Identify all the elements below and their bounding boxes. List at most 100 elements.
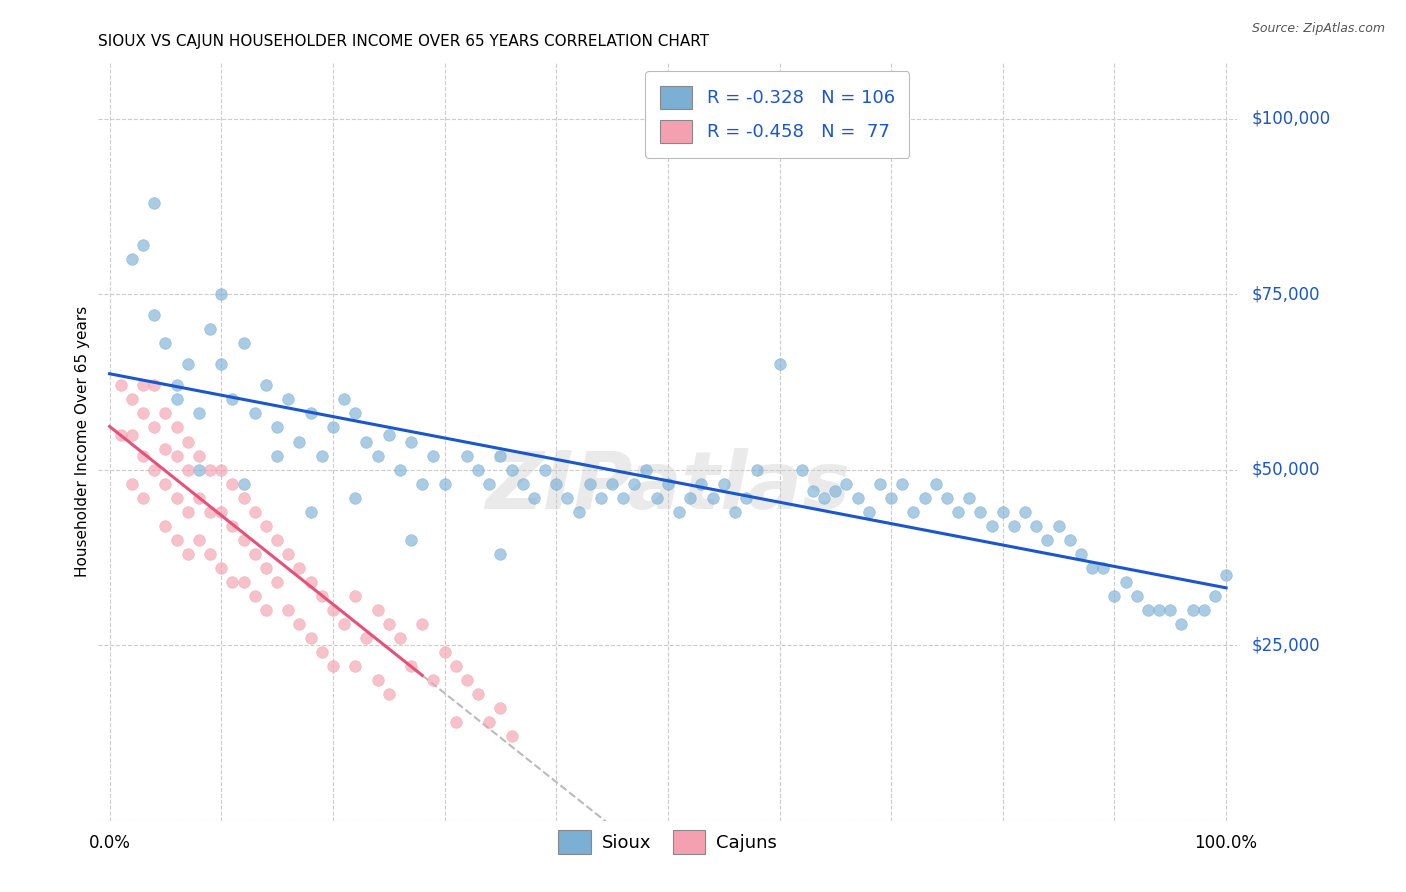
Point: [388, 462, 411, 476]
Point: [456, 449, 478, 463]
Point: [143, 420, 166, 434]
Point: [166, 449, 188, 463]
Point: [1025, 518, 1047, 533]
Point: [232, 491, 254, 505]
Point: [132, 407, 155, 421]
Point: [266, 449, 288, 463]
Point: [221, 392, 243, 407]
Point: [166, 533, 188, 547]
Point: [1126, 589, 1149, 603]
Point: [1181, 603, 1204, 617]
Point: [166, 420, 188, 434]
Point: [232, 476, 254, 491]
Point: [1115, 574, 1137, 589]
Point: [835, 476, 858, 491]
Point: [980, 518, 1002, 533]
Point: [377, 617, 399, 632]
Point: [1136, 603, 1159, 617]
Point: [209, 561, 232, 575]
Point: [356, 434, 378, 449]
Point: [1092, 561, 1115, 575]
Point: [187, 491, 209, 505]
Point: [209, 505, 232, 519]
Point: [801, 483, 824, 498]
Point: [444, 659, 467, 673]
Point: [1036, 533, 1059, 547]
Point: [266, 574, 288, 589]
Point: [679, 491, 702, 505]
Point: [155, 407, 177, 421]
Point: [589, 491, 612, 505]
Point: [478, 476, 501, 491]
Point: [243, 407, 266, 421]
Point: [747, 462, 769, 476]
Text: $50,000: $50,000: [1251, 460, 1320, 479]
Point: [277, 392, 299, 407]
Point: [946, 505, 969, 519]
Point: [243, 589, 266, 603]
Point: [891, 476, 914, 491]
Point: [534, 462, 557, 476]
Point: [254, 603, 277, 617]
Point: [221, 518, 243, 533]
Point: [266, 420, 288, 434]
Text: $75,000: $75,000: [1251, 285, 1320, 303]
Point: [645, 491, 668, 505]
Point: [166, 378, 188, 392]
Point: [177, 505, 200, 519]
Point: [377, 427, 399, 442]
Point: [121, 252, 143, 266]
Point: [344, 491, 367, 505]
Point: [578, 476, 600, 491]
Point: [936, 491, 959, 505]
Point: [121, 427, 143, 442]
Point: [209, 462, 232, 476]
Point: [367, 603, 389, 617]
Point: [377, 687, 399, 701]
Point: [702, 491, 724, 505]
Point: [232, 336, 254, 351]
Point: [299, 574, 322, 589]
Point: [177, 357, 200, 371]
Point: [399, 533, 422, 547]
Point: [1059, 533, 1081, 547]
Text: Source: ZipAtlas.com: Source: ZipAtlas.com: [1251, 22, 1385, 36]
Point: [1147, 603, 1170, 617]
Point: [433, 476, 456, 491]
Point: [121, 476, 143, 491]
Point: [344, 589, 367, 603]
Point: [1192, 603, 1215, 617]
Point: [690, 476, 713, 491]
Point: [110, 378, 132, 392]
Point: [489, 701, 512, 715]
Point: [768, 357, 790, 371]
Point: [467, 687, 489, 701]
Point: [433, 645, 456, 659]
Point: [1002, 518, 1025, 533]
Point: [299, 505, 322, 519]
Point: [266, 533, 288, 547]
Point: [456, 673, 478, 688]
Point: [623, 476, 645, 491]
Point: [657, 476, 679, 491]
Point: [232, 533, 254, 547]
Point: [322, 603, 344, 617]
Point: [612, 491, 634, 505]
Point: [634, 462, 657, 476]
Point: [523, 491, 546, 505]
Point: [187, 407, 209, 421]
Point: [724, 505, 747, 519]
Point: [143, 195, 166, 210]
Point: [411, 617, 433, 632]
Point: [277, 603, 299, 617]
Point: [489, 547, 512, 561]
Point: [198, 505, 221, 519]
Point: [198, 462, 221, 476]
Point: [411, 476, 433, 491]
Point: [489, 449, 512, 463]
Point: [557, 491, 579, 505]
Point: [209, 357, 232, 371]
Point: [422, 449, 444, 463]
Point: [356, 631, 378, 645]
Point: [824, 483, 846, 498]
